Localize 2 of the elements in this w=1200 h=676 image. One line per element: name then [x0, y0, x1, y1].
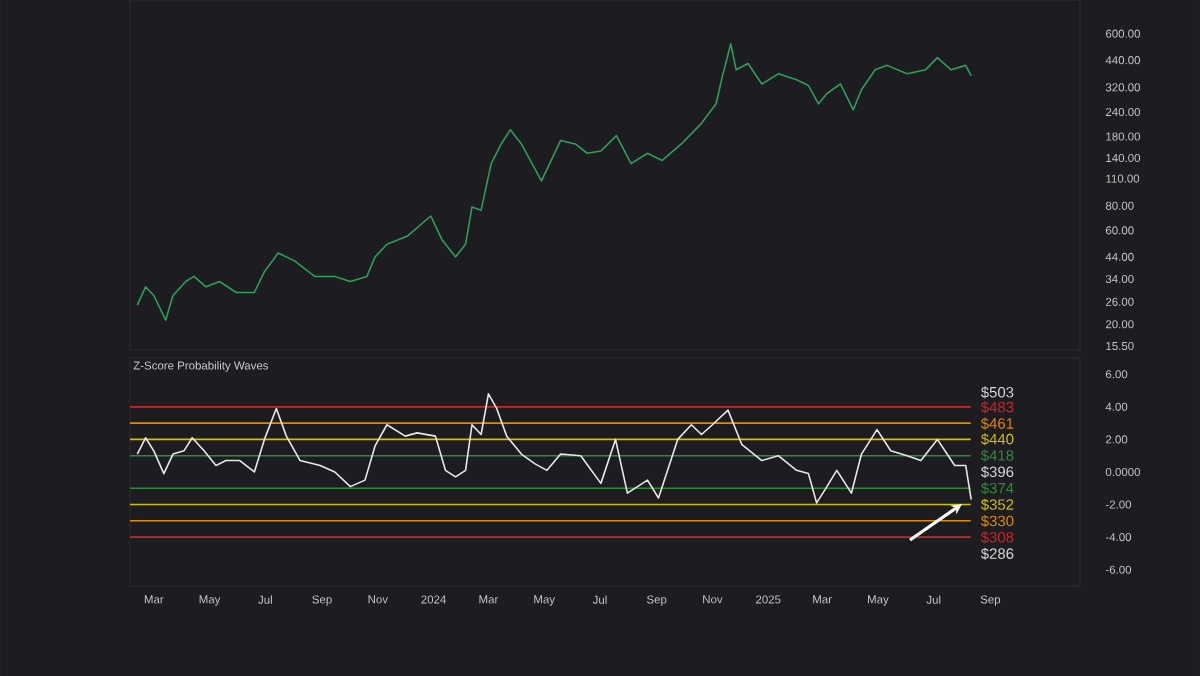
- line-series: [136, 43, 972, 321]
- line-series: [136, 393, 972, 504]
